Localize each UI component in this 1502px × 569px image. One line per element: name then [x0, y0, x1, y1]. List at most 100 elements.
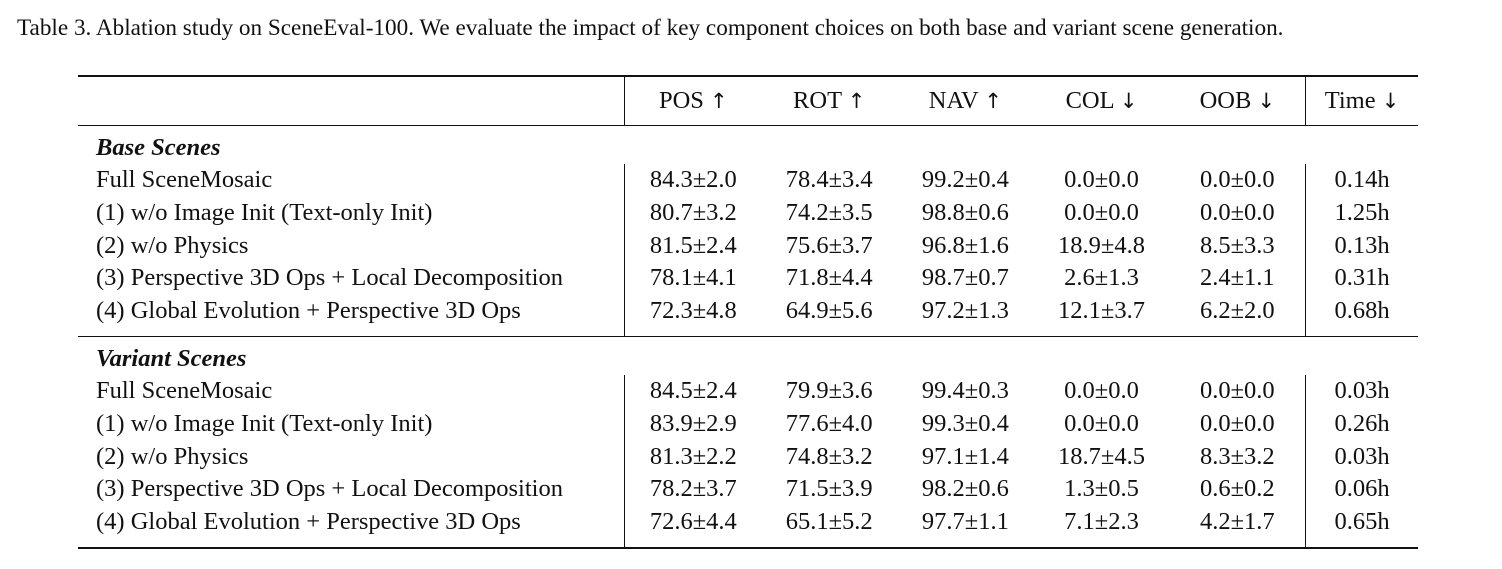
- cell-oob: 0.0±0.0: [1199, 376, 1275, 404]
- row-label: (1) w/o Image Init (Text-only Init): [96, 409, 433, 437]
- cell-col: 12.1±3.7: [1058, 297, 1145, 325]
- cell-oob: 4.2±1.7: [1199, 508, 1275, 536]
- table-row: Full SceneMosaic 84.3±2.0 78.4±3.4 99.2±0.4…: [78, 164, 1418, 197]
- row-label: (3) Perspective 3D Ops + Local Decomposi…: [96, 475, 563, 503]
- cell-oob: 8.5±3.3: [1199, 231, 1275, 259]
- cell-col: 0.0±0.0: [1064, 166, 1139, 193]
- cell-time: 0.68h: [1305, 295, 1418, 337]
- table-row: (1) w/o Image Init (Text-only Init) 80.7±…: [78, 196, 1418, 230]
- cell-nav: 98.2±0.6: [921, 475, 1009, 503]
- cell-pos: 81.3±2.2: [624, 440, 762, 474]
- cell-col: 0.0±0.0: [1064, 198, 1139, 226]
- section-header-row: Base Scenes: [78, 125, 1418, 165]
- cell-time: 0.13h: [1305, 229, 1418, 263]
- cell-rot: 77.6±4.0: [785, 409, 873, 437]
- table-row: (3) Perspective 3D Ops + Local Decomposi…: [78, 262, 1418, 296]
- cell-rot: 79.9±3.6: [785, 376, 873, 404]
- cell-nav: 99.2±0.4: [921, 166, 1009, 193]
- cell-rot: 74.2±3.5: [785, 198, 873, 226]
- row-label: (4) Global Evolution + Perspective 3D Op…: [96, 508, 521, 536]
- cell-oob: 0.0±0.0: [1199, 198, 1275, 226]
- cell-time: 0.14h: [1305, 164, 1418, 197]
- cell-rot: 71.5±3.9: [785, 475, 873, 503]
- cell-nav: 99.3±0.4: [921, 409, 1009, 437]
- header-rot: ROT ↑: [793, 86, 866, 114]
- cell-pos: 83.9±2.9: [624, 407, 762, 441]
- cell-time: 0.03h: [1305, 440, 1418, 474]
- cell-nav: 97.1±1.4: [921, 442, 1009, 470]
- cell-col: 0.0±0.0: [1064, 376, 1139, 404]
- cell-col: 2.6±1.3: [1064, 264, 1139, 292]
- header-label-cell: [78, 76, 625, 126]
- cell-oob: 0.0±0.0: [1199, 409, 1275, 437]
- row-label: Full SceneMosaic: [96, 376, 273, 404]
- cell-pos: 78.2±3.7: [624, 473, 762, 507]
- cell-nav: 97.2±1.3: [921, 297, 1009, 325]
- cell-nav: 96.8±1.6: [921, 231, 1009, 259]
- cell-oob: 6.2±2.0: [1199, 297, 1275, 325]
- row-label: (1) w/o Image Init (Text-only Init): [96, 198, 433, 226]
- cell-nav: 98.8±0.6: [921, 198, 1009, 226]
- table-caption: Table 3. Ablation study on SceneEval-100…: [17, 15, 1284, 41]
- cell-pos: 84.5±2.4: [624, 374, 762, 408]
- cell-nav: 98.7±0.7: [921, 264, 1009, 292]
- cell-time: 0.31h: [1305, 262, 1418, 296]
- header-nav: NAV ↑: [928, 86, 1002, 114]
- section-header-row: Variant Scenes: [78, 336, 1418, 375]
- cell-time: 1.25h: [1305, 196, 1418, 230]
- cell-col: 7.1±2.3: [1064, 508, 1139, 536]
- cell-pos: 78.1±4.1: [624, 262, 762, 296]
- table-header: POS ↑ ROT ↑ NAV ↑ COL ↓ OOB ↓ Time ↓: [78, 76, 1418, 126]
- table-row: (4) Global Evolution + Perspective 3D Op…: [78, 506, 1418, 548]
- table-row: (1) w/o Image Init (Text-only Init) 83.9±…: [78, 407, 1418, 441]
- header-time: Time ↓: [1305, 76, 1418, 126]
- cell-rot: 64.9±5.6: [785, 297, 873, 325]
- cell-col: 18.9±4.8: [1058, 231, 1145, 259]
- cell-time: 0.65h: [1305, 506, 1418, 548]
- table-row: (2) w/o Physics 81.3±2.2 74.8±3.2 97.1±1.4 1…: [78, 440, 1418, 474]
- table-row: (4) Global Evolution + Perspective 3D Op…: [78, 295, 1418, 337]
- row-label: Full SceneMosaic: [96, 166, 273, 193]
- cell-oob: 2.4±1.1: [1199, 264, 1275, 292]
- table-row: (2) w/o Physics 81.5±2.4 75.6±3.7 96.8±1.6 1…: [78, 229, 1418, 263]
- header-col: COL ↓: [1065, 86, 1138, 114]
- cell-oob: 0.6±0.2: [1199, 475, 1275, 503]
- cell-col: 1.3±0.5: [1064, 475, 1139, 503]
- cell-pos: 72.6±4.4: [624, 506, 762, 548]
- cell-nav: 99.4±0.3: [921, 376, 1009, 404]
- up-arrow-icon: ↑: [984, 88, 1002, 113]
- header-oob: OOB ↓: [1199, 86, 1276, 114]
- cell-pos: 84.3±2.0: [624, 164, 762, 197]
- row-label: (3) Perspective 3D Ops + Local Decomposi…: [96, 264, 563, 292]
- cell-oob: 0.0±0.0: [1199, 166, 1275, 193]
- down-arrow-icon: ↓: [1257, 88, 1276, 113]
- row-label: (2) w/o Physics: [96, 231, 249, 259]
- cell-col: 18.7±4.5: [1058, 442, 1145, 470]
- down-arrow-icon: ↓: [1381, 88, 1400, 113]
- cell-time: 0.26h: [1305, 407, 1418, 441]
- ablation-table: POS ↑ ROT ↑ NAV ↑ COL ↓ OOB ↓ Time ↓ Bas…: [78, 75, 1418, 549]
- cell-time: 0.06h: [1305, 473, 1418, 507]
- row-label: (2) w/o Physics: [96, 442, 249, 470]
- cell-nav: 97.7±1.1: [921, 508, 1009, 536]
- table-body: Base Scenes Full SceneMosaic 84.3±2.0 78.4±…: [78, 125, 1418, 548]
- cell-pos: 80.7±3.2: [624, 196, 762, 230]
- cell-oob: 8.3±3.2: [1199, 442, 1275, 470]
- section-title: Variant Scenes: [96, 344, 247, 372]
- cell-time: 0.03h: [1305, 374, 1418, 408]
- cell-pos: 81.5±2.4: [624, 229, 762, 263]
- ablation-table-container: POS ↑ ROT ↑ NAV ↑ COL ↓ OOB ↓ Time ↓ Bas…: [78, 75, 1418, 549]
- table-row: (3) Perspective 3D Ops + Local Decomposi…: [78, 473, 1418, 507]
- row-label: (4) Global Evolution + Perspective 3D Op…: [96, 297, 521, 325]
- cell-rot: 74.8±3.2: [785, 442, 873, 470]
- cell-rot: 71.8±4.4: [785, 264, 873, 292]
- cell-rot: 65.1±5.2: [785, 508, 873, 536]
- cell-col: 0.0±0.0: [1064, 409, 1139, 437]
- cell-rot: 78.4±3.4: [785, 166, 873, 193]
- down-arrow-icon: ↓: [1119, 88, 1138, 113]
- up-arrow-icon: ↑: [710, 88, 728, 113]
- cell-pos: 72.3±4.8: [624, 295, 762, 337]
- header-pos: POS ↑: [624, 76, 762, 126]
- table-row: Full SceneMosaic 84.5±2.4 79.9±3.6 99.4±0.3…: [78, 374, 1418, 408]
- cell-rot: 75.6±3.7: [785, 231, 873, 259]
